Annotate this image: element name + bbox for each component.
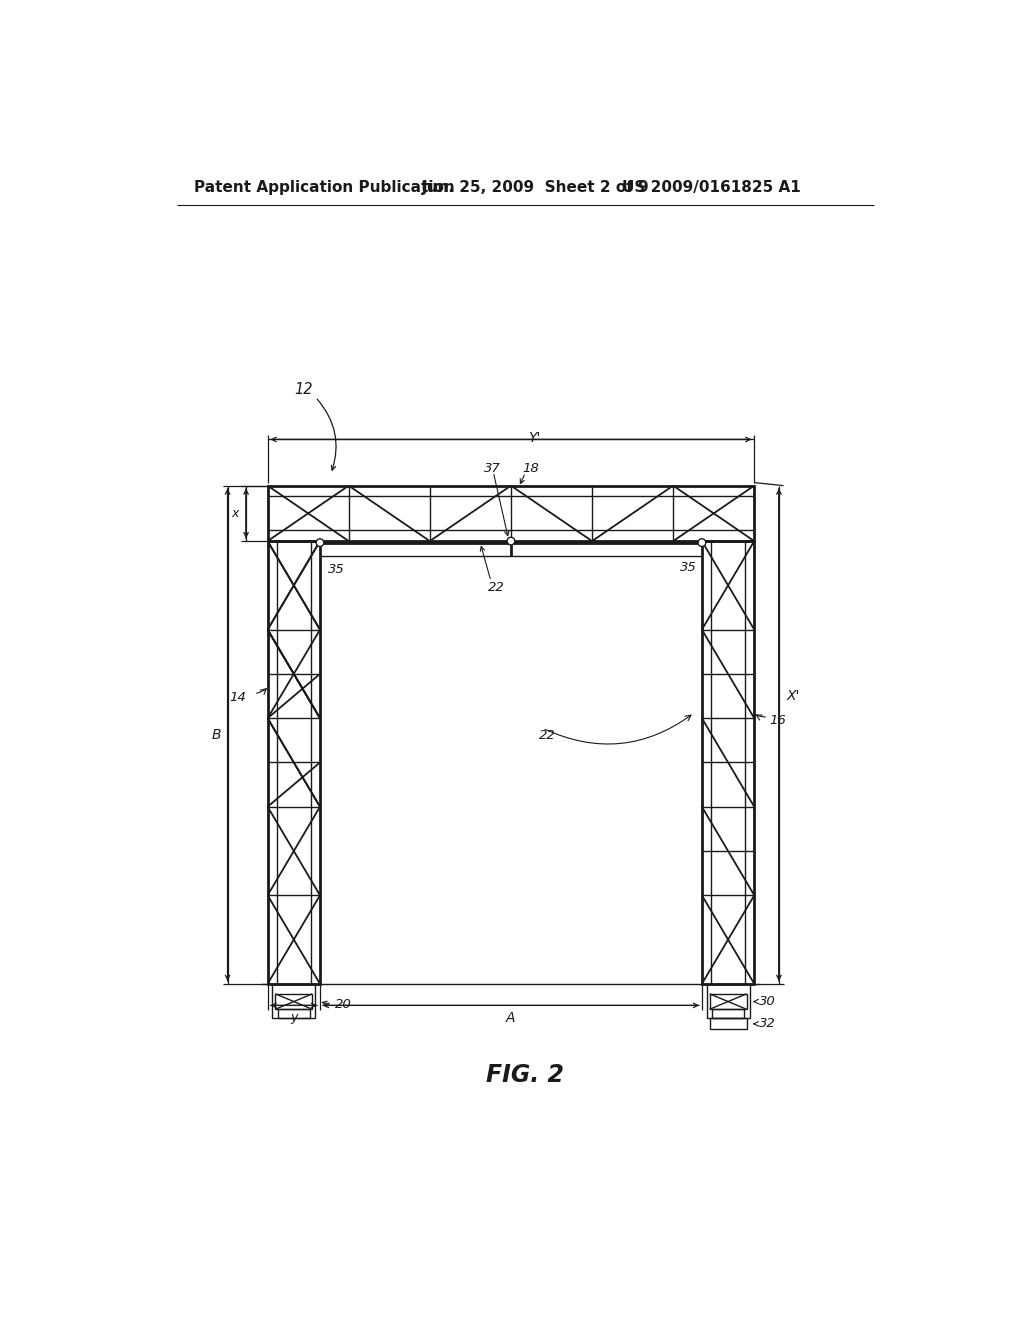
Text: 20: 20 (336, 998, 352, 1011)
Bar (267, 486, 755, 541)
Text: 22: 22 (487, 581, 505, 594)
Text: 14: 14 (229, 690, 246, 704)
Text: x: x (231, 507, 239, 520)
Bar (712, 1010, 744, 1019)
Bar (707, 983, 750, 1019)
Text: 16: 16 (770, 714, 786, 727)
Bar (275, 994, 312, 1010)
Text: Patent Application Publication: Patent Application Publication (194, 180, 455, 195)
Text: 37: 37 (484, 462, 501, 475)
Text: FIG. 2: FIG. 2 (485, 1063, 564, 1086)
Text: 22: 22 (539, 730, 555, 742)
Bar (272, 983, 315, 1019)
Text: Jun. 25, 2009  Sheet 2 of 9: Jun. 25, 2009 Sheet 2 of 9 (422, 180, 649, 195)
Text: 35: 35 (328, 564, 344, 576)
Text: 12: 12 (294, 381, 312, 397)
Text: 30: 30 (759, 995, 775, 1008)
Text: 18: 18 (522, 462, 540, 475)
Text: US 2009/0161825 A1: US 2009/0161825 A1 (622, 180, 801, 195)
Text: y: y (290, 1011, 298, 1024)
Circle shape (316, 539, 324, 546)
Text: A: A (506, 1011, 516, 1024)
Bar (710, 1019, 746, 1030)
Circle shape (507, 537, 515, 545)
Text: Y': Y' (527, 430, 541, 445)
Text: B: B (212, 727, 221, 742)
Bar (710, 994, 746, 1010)
Text: 35: 35 (680, 561, 697, 574)
Bar (267, 541, 319, 983)
Bar (701, 541, 755, 983)
Bar (278, 1010, 310, 1019)
Circle shape (698, 539, 706, 546)
Text: 32: 32 (759, 1018, 775, 1031)
Text: X': X' (786, 689, 800, 704)
